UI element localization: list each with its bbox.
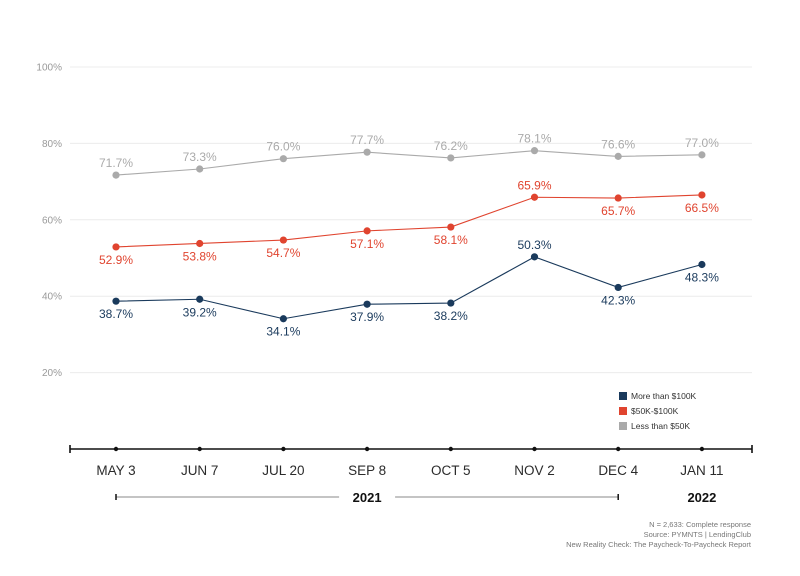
year-label: 2022 [687,490,716,505]
x-tick-label: SEP 8 [348,463,386,478]
data-point [530,253,539,261]
data-point [196,295,204,303]
x-axis-tick [197,446,202,452]
y-tick-label: 100% [36,63,62,74]
x-axis-tick [448,446,453,452]
legend-item: $50K-$100K [619,406,679,416]
data-point [112,297,120,305]
y-tick-label: 80% [42,139,62,150]
data-series: 71.7% 73.3% 76.0% 77.7% 76.2% 78.1% 76.6% 77.0%… [99,132,719,339]
x-tick-label: JUN 7 [181,463,219,478]
data-label: 38.7% [99,307,133,321]
legend-swatch [619,422,627,430]
x-axis-tick [699,446,705,452]
legend-swatch [619,407,627,415]
data-point [112,171,120,179]
data-point [698,151,706,159]
x-tick-label: JAN 11 [680,463,723,478]
x-axis-tick [616,446,621,452]
data-label: 76.0% [266,140,300,154]
data-point [614,194,622,202]
data-label: 71.7% [99,156,133,170]
y-tick-label: 60% [42,215,62,226]
legend-swatch [619,392,627,400]
data-label: 77.7% [350,133,384,147]
y-gridlines [70,66,752,374]
data-label: 42.3% [601,293,635,307]
x-axis [69,445,753,453]
data-point [279,155,287,163]
y-tick-label: 20% [42,368,62,379]
data-point [363,227,371,235]
legend-label: $50K-$100K [631,406,679,416]
source-note: N = 2,633: Complete response [649,520,751,529]
y-axis-tick-labels: 20% 40% 60% 80% 100% [36,63,62,380]
legend-item: Less than $50K [619,421,690,431]
data-point [363,300,371,308]
data-label: 76.6% [601,137,635,151]
data-point [196,239,204,248]
data-point [530,193,539,201]
data-label: 76.2% [434,139,468,153]
data-label: 58.1% [434,233,468,247]
data-point [614,283,622,292]
data-point [530,147,539,155]
data-point [112,243,120,251]
data-point [447,223,455,231]
series-line [115,194,702,248]
data-label: 54.7% [266,246,300,260]
x-axis-tick-labels: MAY 3 JUN 7 JUL 20 SEP 8 OCT 5 NOV 2 DEC 4 JAN … [96,463,723,478]
legend-label: More than $100K [631,391,697,401]
data-point [698,260,706,269]
data-point [279,315,287,323]
data-point [447,299,455,307]
data-point [363,148,371,156]
series-line [115,150,702,176]
x-axis-tick [364,446,370,452]
x-tick-label: MAY 3 [96,463,135,478]
legend-item: More than $100K [619,391,697,401]
data-label: 39.2% [183,305,217,319]
source-note: Source: PYMNTS | LendingClub [644,530,751,539]
data-label: 34.1% [266,325,300,339]
data-label: 52.9% [99,253,133,267]
x-axis-tick [281,446,286,452]
data-label: 66.5% [685,201,719,215]
data-label: 53.8% [183,249,217,263]
data-label: 73.3% [183,150,217,164]
data-label: 57.1% [350,237,384,251]
data-label: 65.7% [601,204,635,218]
legend: More than $100K $50K-$100K Less than $50K [619,391,697,431]
data-point [279,236,287,244]
x-tick-label: OCT 5 [431,463,471,478]
x-axis-tick [113,446,119,452]
data-label: 38.2% [434,309,468,323]
legend-label: Less than $50K [631,421,690,431]
series-line [115,256,703,320]
data-label: 48.3% [685,270,719,284]
year-label: 2021 [353,490,382,505]
data-point [447,154,455,162]
data-label: 65.9% [517,178,551,192]
data-label: 78.1% [517,132,551,146]
data-label: 37.9% [350,310,384,324]
x-tick-label: JUL 20 [262,463,304,478]
y-tick-label: 40% [42,292,62,303]
year-brackets: 2021 2022 [115,490,716,505]
series--50k-100k: 52.9% 53.8% 54.7% 57.1% 58.1% 65.9% 65.7% 66.5% [99,178,719,267]
data-point [196,165,204,173]
data-point [698,191,706,199]
x-tick-label: DEC 4 [598,463,638,478]
data-label: 50.3% [517,238,551,252]
data-label: 77.0% [685,136,719,150]
series-less-than-50k: 71.7% 73.3% 76.0% 77.7% 76.2% 78.1% 76.6% 77.0% [99,132,719,179]
source-note: New Reality Check: The Paycheck-To-Paych… [566,540,752,549]
series-more-than-100k: 38.7% 39.2% 34.1% 37.9% 38.2% 50.3% 42.3% 48.3% [99,238,719,339]
x-axis-tick [532,446,537,452]
x-tick-label: NOV 2 [514,463,555,478]
data-point [614,152,622,160]
